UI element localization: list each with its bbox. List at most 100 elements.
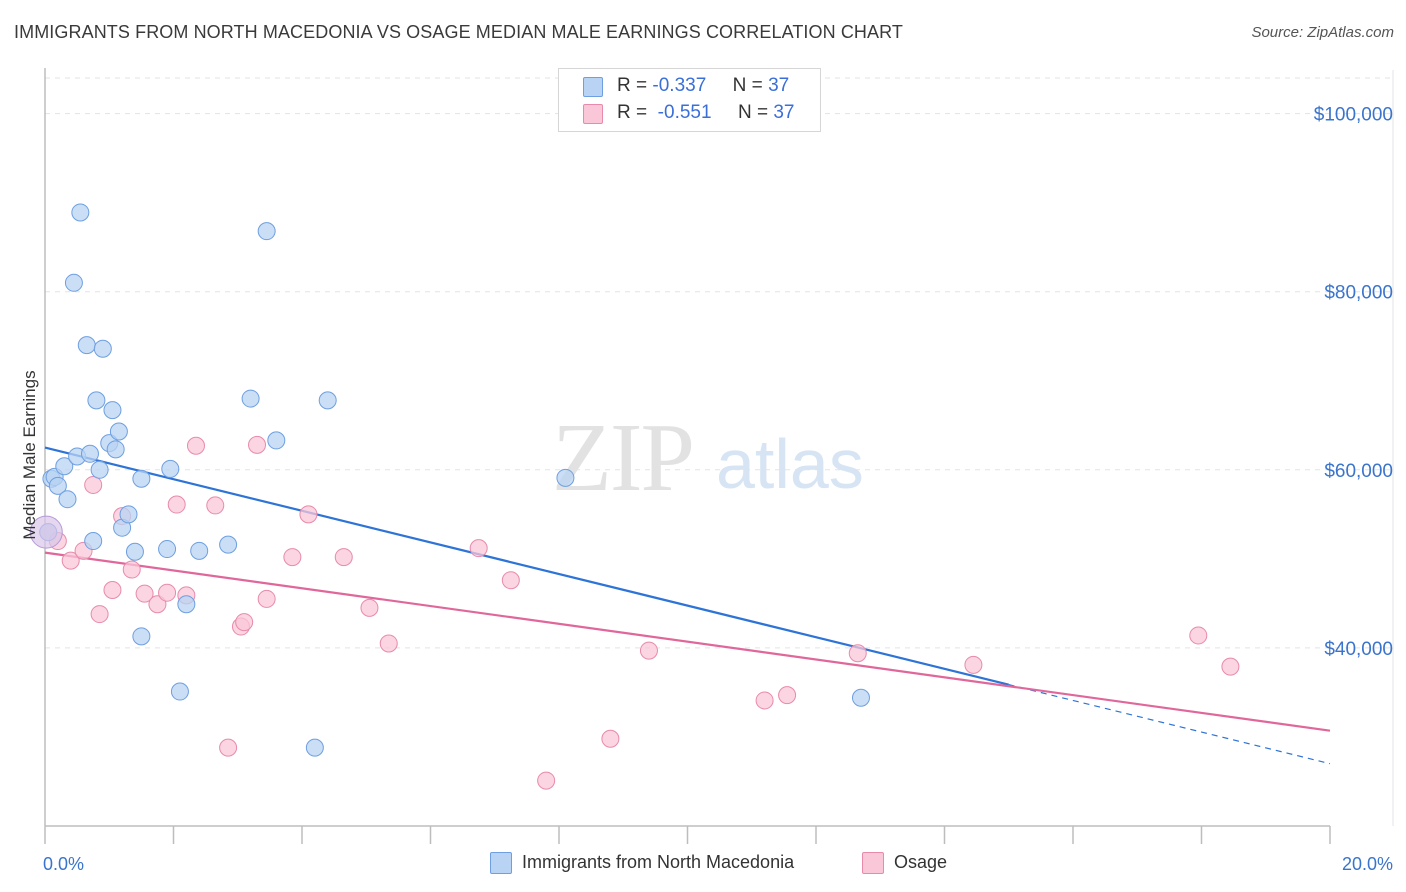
point-osage	[1221, 657, 1240, 676]
point-north-macedonia	[58, 490, 77, 509]
point-osage	[469, 539, 488, 558]
point-north-macedonia	[851, 688, 870, 707]
axes	[44, 68, 1331, 844]
y-axis-title: Median Male Earnings	[20, 370, 39, 540]
point-north-macedonia	[55, 457, 74, 476]
watermark-zip: ZIP	[552, 404, 693, 512]
point-north-macedonia	[267, 431, 286, 450]
point-north-macedonia	[93, 339, 112, 358]
legend-swatch-series1	[583, 77, 603, 97]
point-osage	[379, 634, 398, 653]
point-osage	[1189, 626, 1208, 645]
gridlines	[45, 70, 1394, 826]
point-osage	[848, 644, 867, 663]
point-osage	[122, 560, 141, 579]
point-overlap-cluster	[29, 515, 63, 549]
point-north-macedonia	[170, 682, 189, 701]
point-north-macedonia	[241, 389, 260, 408]
point-north-macedonia	[132, 469, 151, 488]
watermark-atlas: atlas	[716, 425, 864, 503]
trend-line-north-macedonia-extension	[1008, 684, 1331, 765]
point-osage	[778, 686, 797, 705]
legend-n-label-2: N =	[737, 102, 769, 123]
point-osage	[158, 583, 177, 602]
point-north-macedonia	[90, 460, 109, 479]
point-north-macedonia	[106, 440, 125, 459]
bottom-legend-label-series1: Immigrants from North Macedonia	[522, 852, 795, 872]
point-osage	[964, 655, 983, 674]
trend-lines	[44, 446, 1331, 765]
source-label: Source: ZipAtlas.com	[1251, 24, 1394, 41]
watermark: ZIP atlas	[552, 404, 864, 512]
point-osage	[90, 605, 109, 624]
bottom-legend-label-series2: Osage	[894, 852, 948, 872]
tick-labels: $40,000 $60,000 $80,000 $100,000 0.0% 20.0%	[43, 105, 1393, 874]
point-osage	[257, 589, 276, 608]
legend-r-value-2: -0.551	[657, 102, 712, 123]
point-osage	[206, 496, 225, 515]
point-north-macedonia	[158, 540, 177, 559]
chart-title: IMMIGRANTS FROM NORTH MACEDONIA VS OSAGE…	[14, 22, 904, 42]
point-osage	[537, 771, 556, 790]
point-north-macedonia	[556, 468, 575, 487]
legend-swatch-series2	[583, 104, 603, 124]
point-north-macedonia	[132, 627, 151, 646]
y-tick-label: $80,000	[1324, 283, 1393, 304]
trend-line-osage	[44, 551, 1331, 732]
point-osage	[601, 729, 620, 748]
trend-line-north-macedonia	[44, 446, 1010, 686]
point-osage	[84, 475, 103, 494]
point-osage	[61, 551, 80, 570]
legend-r-label-1: R =	[617, 75, 648, 96]
point-north-macedonia	[64, 273, 83, 292]
point-osage	[283, 548, 302, 567]
point-osage	[334, 548, 353, 567]
point-north-macedonia	[77, 336, 96, 355]
data-points	[29, 203, 1240, 790]
bottom-legend-swatch-series1	[490, 852, 512, 875]
bottom-legend-series1: Immigrants from North Macedonia	[490, 852, 795, 875]
point-north-macedonia	[257, 222, 276, 241]
point-osage	[639, 641, 658, 660]
point-north-macedonia	[318, 391, 337, 410]
x-tick-label-start: 0.0%	[43, 854, 84, 874]
x-tick-label-end: 20.0%	[1342, 854, 1393, 874]
bottom-legend-swatch-series2	[862, 852, 884, 875]
point-osage	[235, 613, 254, 632]
legend-n-value-2: 37	[773, 102, 795, 123]
point-north-macedonia	[71, 203, 90, 222]
point-north-macedonia	[109, 422, 128, 441]
point-osage	[103, 581, 122, 600]
point-osage	[755, 691, 774, 710]
point-north-macedonia	[103, 401, 122, 420]
point-osage	[501, 571, 520, 590]
point-osage	[219, 738, 238, 757]
legend-n-label-1: N =	[732, 75, 763, 96]
point-osage	[299, 505, 318, 524]
point-north-macedonia	[190, 541, 209, 560]
point-osage	[360, 598, 379, 617]
point-osage	[135, 584, 154, 603]
point-north-macedonia	[305, 738, 324, 757]
point-north-macedonia	[119, 505, 138, 524]
correlation-legend: R = -0.337 N = 37 R = -0.551 N = 37	[558, 68, 821, 132]
y-tick-label: $60,000	[1324, 461, 1393, 482]
point-north-macedonia	[48, 476, 67, 495]
legend-r-label-2: R =	[617, 102, 648, 123]
point-north-macedonia	[219, 535, 238, 554]
y-tick-label: $100,000	[1314, 105, 1393, 126]
legend-n-value-1: 37	[768, 75, 790, 96]
point-north-macedonia	[87, 391, 106, 410]
bottom-legend-series2: Osage	[862, 852, 948, 875]
y-tick-label: $40,000	[1324, 639, 1393, 660]
legend-r-value-1: -0.337	[652, 75, 707, 96]
point-north-macedonia	[177, 595, 196, 614]
point-osage	[186, 436, 205, 455]
point-north-macedonia	[80, 444, 99, 463]
point-osage	[167, 495, 186, 514]
point-north-macedonia	[84, 532, 103, 551]
point-osage	[148, 595, 167, 614]
point-north-macedonia	[125, 542, 144, 561]
point-osage	[248, 435, 267, 454]
